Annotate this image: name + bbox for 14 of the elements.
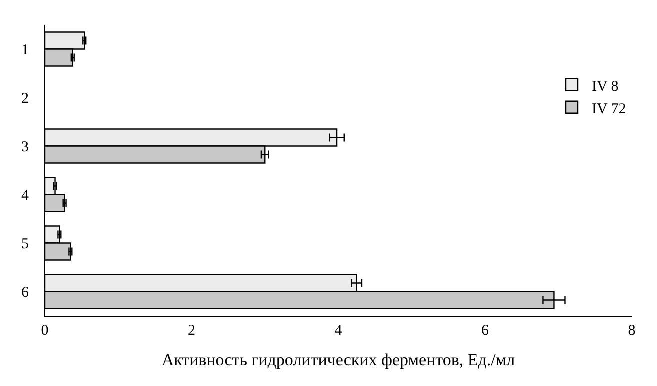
x-axis-title: Активность гидролитических ферментов, Ед./мл xyxy=(162,350,516,370)
x-tick-label: 8 xyxy=(628,323,636,339)
legend-label: IV 8 xyxy=(592,78,619,95)
x-tick-label: 4 xyxy=(334,323,343,339)
y-tick-label: 3 xyxy=(22,140,29,156)
x-tick-label: 6 xyxy=(482,323,490,339)
y-tick-label: 2 xyxy=(22,91,29,107)
y-tick-label: 5 xyxy=(22,236,29,252)
y-tick-label: 1 xyxy=(22,42,29,58)
y-tick-label: 6 xyxy=(22,285,30,301)
x-tick-label: 2 xyxy=(188,323,196,339)
x-tick-label: 0 xyxy=(41,323,49,339)
legend-label: IV 72 xyxy=(592,101,626,118)
y-tick-label: 4 xyxy=(22,188,30,204)
